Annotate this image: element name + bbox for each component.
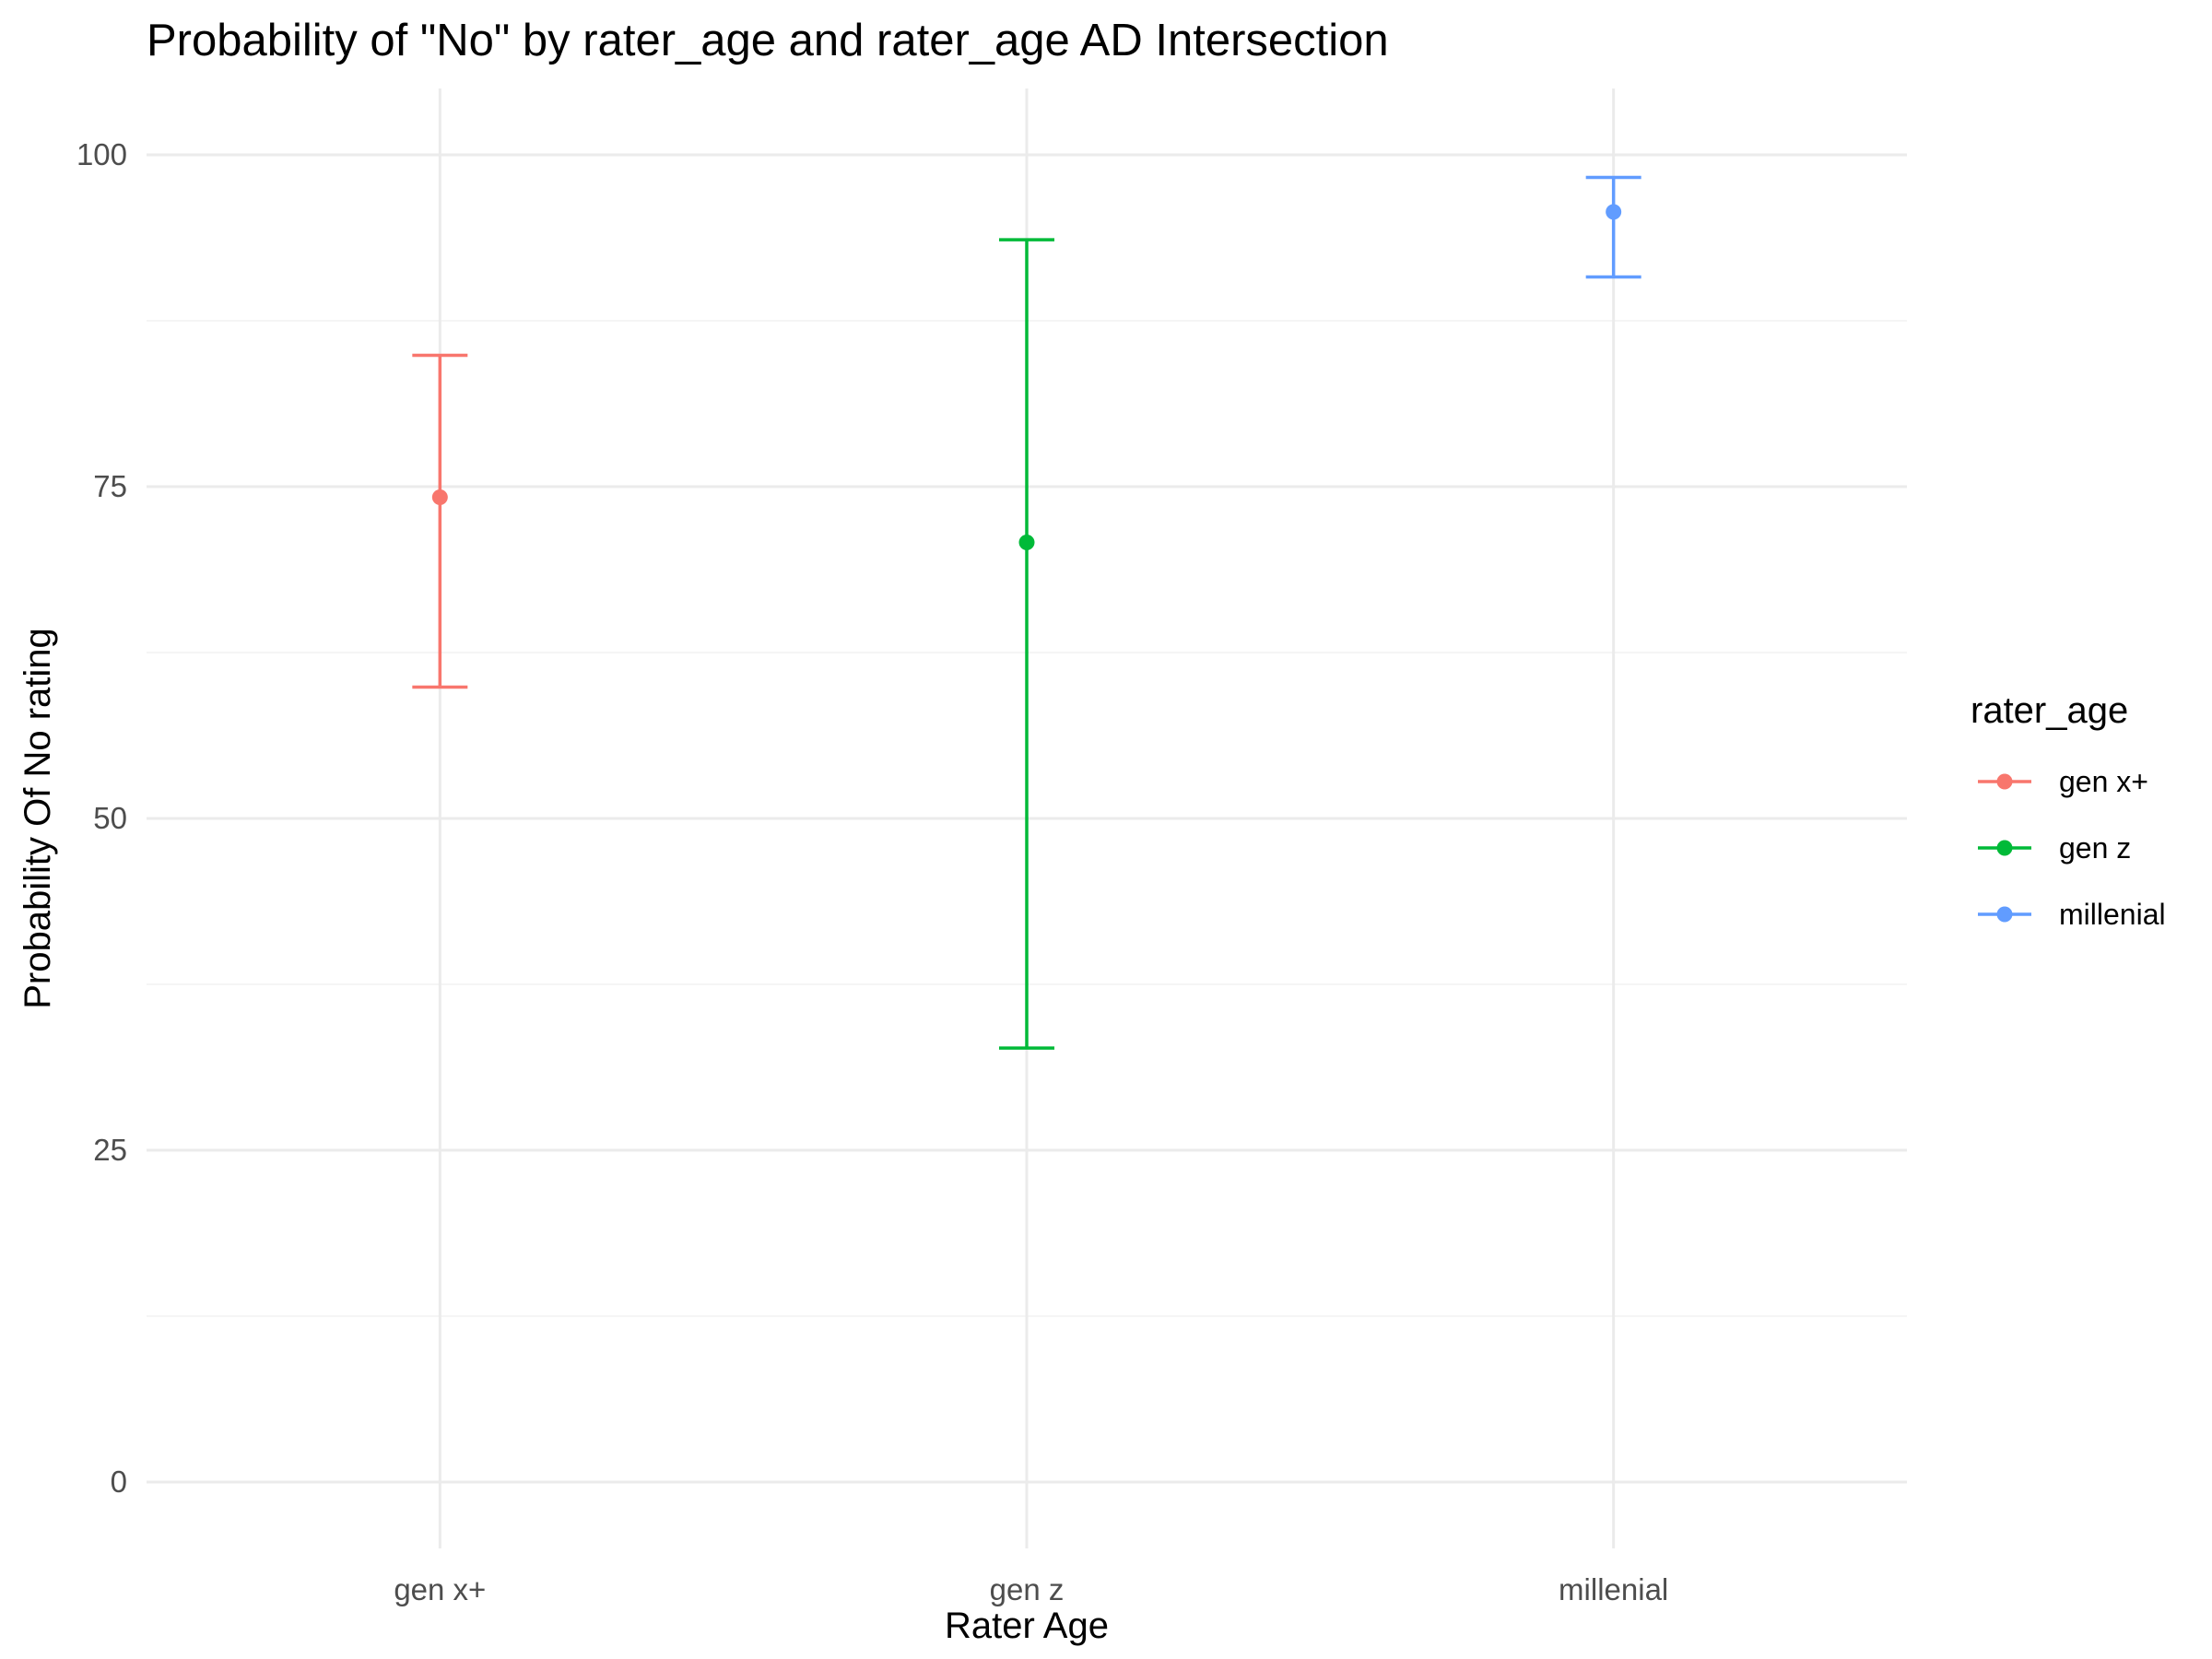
x-axis-ticks: gen x+ gen z millenial — [394, 1572, 1668, 1606]
error-bar-group — [999, 238, 1054, 1050]
y-tick-label: 0 — [111, 1465, 127, 1499]
y-tick-label: 100 — [76, 137, 127, 171]
legend: rater_age gen x+ gen z millenial — [1971, 690, 2166, 931]
legend-item: millenial — [1978, 898, 2166, 931]
data-point — [1606, 204, 1622, 220]
y-axis-ticks: 0 25 50 75 100 — [76, 137, 127, 1499]
x-tick-label: millenial — [1559, 1572, 1668, 1606]
chart-title: Probability of "No" by rater_age and rat… — [147, 16, 1389, 65]
y-axis-title: Probability Of No rating — [18, 628, 58, 1009]
x-tick-label: gen x+ — [394, 1572, 486, 1606]
legend-label: gen x+ — [2059, 765, 2148, 798]
legend-label: gen z — [2059, 831, 2131, 865]
data-point — [431, 489, 448, 506]
legend-item: gen x+ — [1978, 765, 2148, 798]
legend-key-point — [1996, 773, 2013, 790]
error-bar-group — [412, 353, 468, 689]
legend-title: rater_age — [1971, 690, 2128, 731]
plot-marks — [412, 175, 1641, 1050]
x-tick-label: gen z — [990, 1572, 1065, 1606]
y-tick-label: 25 — [93, 1133, 127, 1167]
y-tick-label: 75 — [93, 469, 127, 503]
legend-item: gen z — [1978, 831, 2131, 865]
data-point — [1018, 534, 1035, 550]
y-tick-label: 50 — [93, 801, 127, 835]
legend-key-point — [1996, 840, 2013, 856]
x-axis-title: Rater Age — [945, 1606, 1109, 1646]
error-bar-group — [1585, 175, 1641, 279]
legend-label: millenial — [2059, 898, 2166, 931]
legend-key-point — [1996, 906, 2013, 923]
